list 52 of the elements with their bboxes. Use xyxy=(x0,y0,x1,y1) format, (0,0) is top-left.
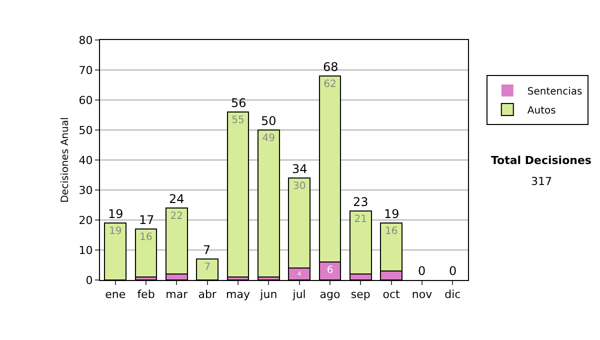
y-tick-label: 50 xyxy=(78,124,93,137)
x-tick-label: jun xyxy=(259,288,278,302)
total-label: 0 xyxy=(449,264,457,278)
bar xyxy=(226,112,250,278)
data-label: 21 xyxy=(354,214,368,225)
total-label: 23 xyxy=(353,195,368,209)
text: Total Decisiones xyxy=(491,154,592,167)
total-label: 19 xyxy=(384,207,400,221)
x-tick-label: dic xyxy=(444,288,461,302)
data-label: 55 xyxy=(232,115,244,126)
x-tick-label: oct xyxy=(382,288,401,302)
total-label: 24 xyxy=(169,192,184,206)
total-label: 0 xyxy=(418,264,426,278)
data-label: 16 xyxy=(384,226,398,237)
data-label: 22 xyxy=(170,211,184,222)
y-tick-label: 70 xyxy=(78,64,93,77)
data-label: 19 xyxy=(108,226,122,237)
total-label: 19 xyxy=(108,207,124,221)
data-label: 49 xyxy=(262,133,276,144)
data-label: 16 xyxy=(140,232,152,243)
data-label: 7 xyxy=(204,262,211,273)
total-label: 68 xyxy=(323,60,338,74)
bar xyxy=(257,130,280,278)
data-label: 6 xyxy=(326,265,334,276)
x-tick-label: ene xyxy=(105,288,126,302)
x-tick-label: sep xyxy=(350,288,370,302)
total-label: 7 xyxy=(203,243,211,257)
x-tick-label: mar xyxy=(166,288,188,302)
y-tick-label: 10 xyxy=(78,244,93,257)
total-label: 17 xyxy=(139,213,154,227)
x-tick-label: feb xyxy=(137,288,155,302)
x-tick-label: ago xyxy=(320,288,340,302)
y-axis-title: Decisiones Anual xyxy=(60,117,71,203)
total-label: 34 xyxy=(292,162,308,176)
y-tick-label: 30 xyxy=(78,184,93,197)
y-tick-label: 40 xyxy=(78,154,93,167)
text: 317 xyxy=(531,175,552,188)
total-label: 56 xyxy=(231,96,246,110)
x-tick-label: may xyxy=(226,288,250,302)
x-tick-label: nov xyxy=(412,288,433,302)
x-tick-label: jul xyxy=(292,288,306,302)
y-tick-label: 80 xyxy=(78,34,93,47)
legend-label: Autos xyxy=(527,105,556,116)
legend-label: Sentencias xyxy=(527,86,582,98)
bar xyxy=(134,228,158,278)
y-tick-label: 60 xyxy=(78,94,93,107)
y-tick-label: 0 xyxy=(86,274,93,287)
x-tick-label: abr xyxy=(198,288,217,302)
data-label: 30 xyxy=(292,181,306,192)
data-label: 62 xyxy=(324,79,336,90)
total-label: 50 xyxy=(261,114,276,128)
y-tick-label: 20 xyxy=(78,214,93,227)
